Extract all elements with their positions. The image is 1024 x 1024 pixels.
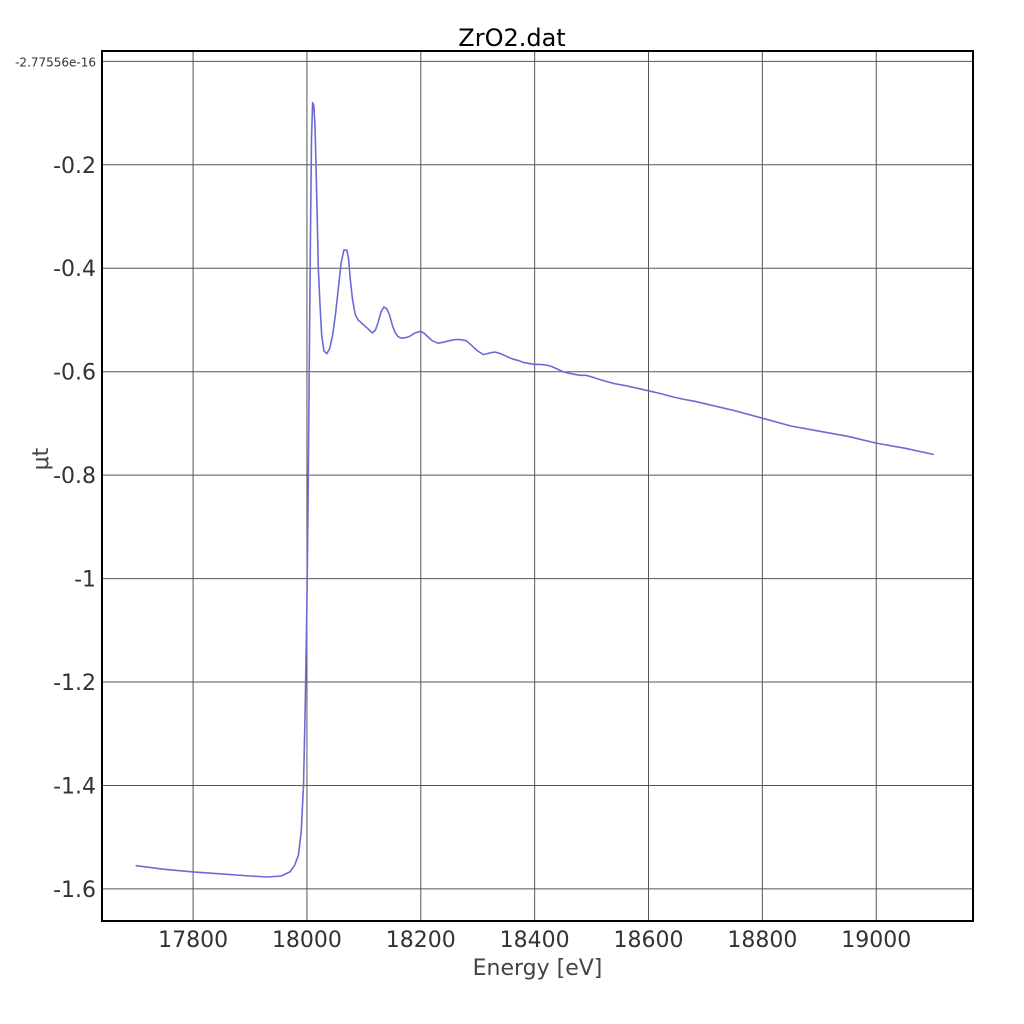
y-tick-label: -0.2 bbox=[53, 154, 96, 179]
y-tick-label: -1 bbox=[74, 568, 96, 593]
x-tick-label: 18000 bbox=[272, 928, 342, 953]
y-tick-label: -0.8 bbox=[53, 464, 96, 489]
y-tick-label: -1.2 bbox=[53, 671, 96, 696]
x-tick-label: 18800 bbox=[727, 928, 797, 953]
y-tick-label: -2.77556e-16 bbox=[15, 55, 96, 69]
tick-labels: 17800 18000 18200 18400 18600 18800 19000 -2.77… bbox=[15, 55, 911, 953]
series-layer bbox=[135, 101, 935, 878]
series-line bbox=[135, 101, 935, 878]
y-tick-label: -1.4 bbox=[53, 774, 96, 799]
x-axis-label: Energy [eV] bbox=[473, 956, 603, 981]
x-tick-label: 17800 bbox=[158, 928, 228, 953]
grid-lines bbox=[102, 51, 973, 921]
x-tick-label: 19000 bbox=[841, 928, 911, 953]
y-tick-label: -0.6 bbox=[53, 361, 96, 386]
y-tick-label: -0.4 bbox=[53, 257, 96, 282]
y-tick-label: -1.6 bbox=[53, 878, 96, 903]
x-tick-label: 18400 bbox=[500, 928, 570, 953]
x-tick-label: 18200 bbox=[386, 928, 456, 953]
y-axis-label: μt bbox=[29, 447, 54, 470]
plot-frame bbox=[101, 50, 974, 922]
chart-title: ZrO2.dat bbox=[458, 24, 565, 52]
x-tick-label: 18600 bbox=[614, 928, 684, 953]
